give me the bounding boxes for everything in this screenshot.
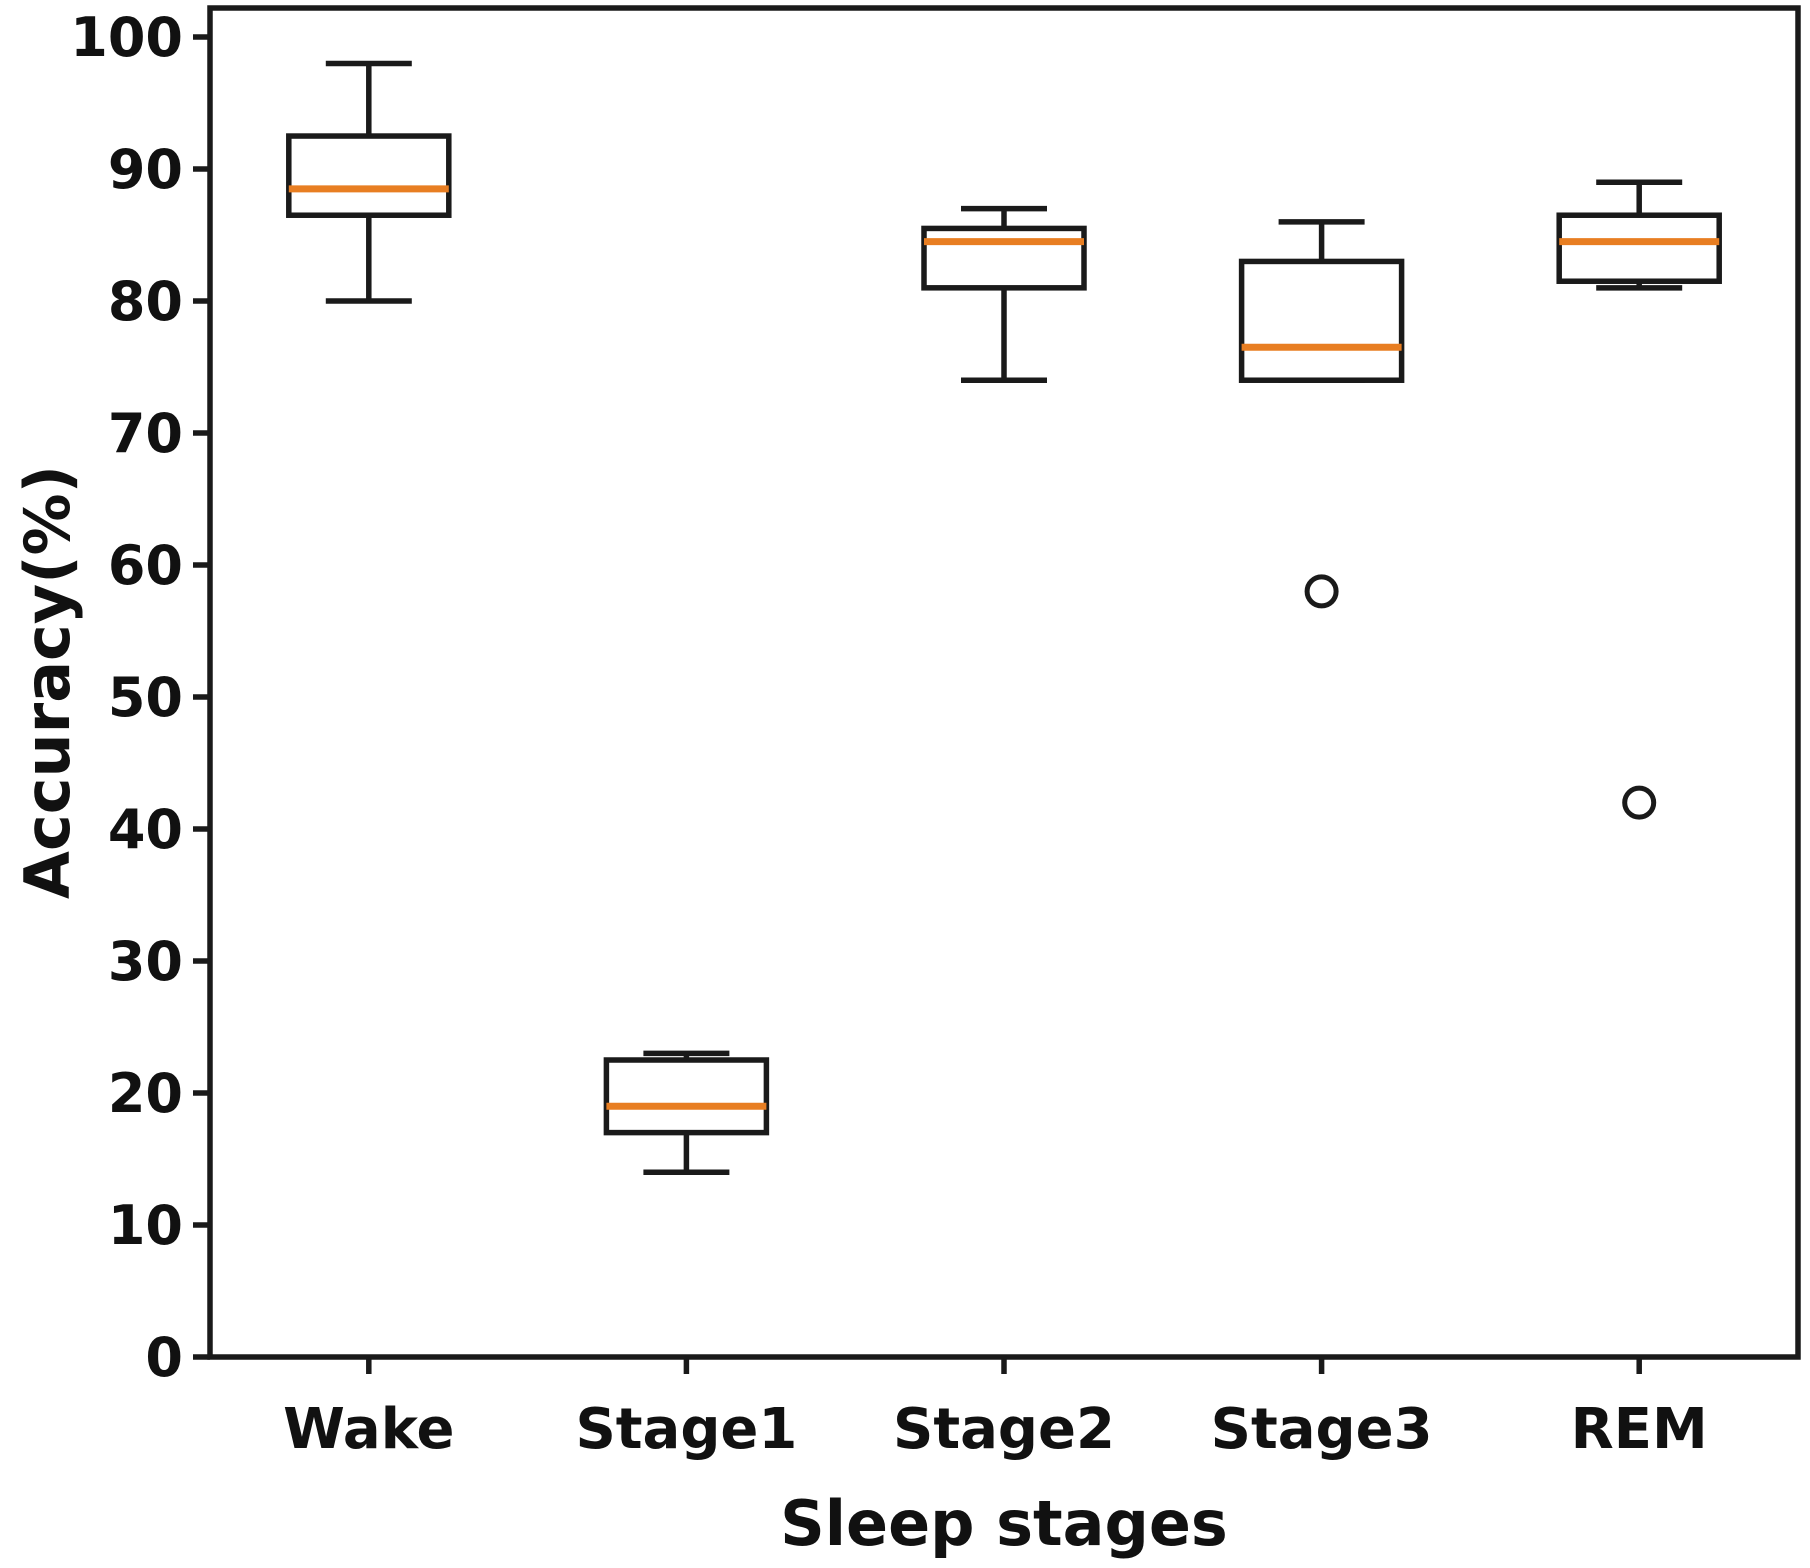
y-tick-label: 100 — [70, 6, 183, 69]
y-tick-label: 60 — [108, 534, 183, 597]
outlier-point — [1622, 785, 1657, 820]
box-rect — [1556, 212, 1722, 284]
box-rect — [921, 225, 1087, 291]
box-rect — [286, 133, 452, 218]
x-tick-label: Wake — [283, 1397, 454, 1462]
outlier-point — [1304, 574, 1339, 609]
x-tick-label: Stage2 — [893, 1397, 1115, 1462]
y-tick-label: 10 — [108, 1194, 183, 1257]
y-tick-label: 0 — [145, 1326, 183, 1389]
box-rect — [1238, 258, 1405, 383]
box-rect — [603, 1057, 770, 1136]
y-tick-label: 90 — [108, 138, 183, 201]
y-tick-label: 30 — [108, 930, 183, 993]
y-tick-label: 40 — [108, 798, 183, 861]
y-tick-label: 20 — [108, 1062, 183, 1125]
y-tick-label: 80 — [108, 270, 183, 333]
x-tick-label: Stage3 — [1211, 1397, 1433, 1462]
y-tick-label: 70 — [108, 402, 183, 465]
y-tick-label: 50 — [108, 666, 183, 729]
x-tick-label: Stage1 — [575, 1397, 797, 1462]
y-axis-title: Accuracy(%) — [11, 465, 84, 899]
x-tick-label: REM — [1571, 1397, 1708, 1462]
x-axis-title: Sleep stages — [780, 1487, 1228, 1560]
